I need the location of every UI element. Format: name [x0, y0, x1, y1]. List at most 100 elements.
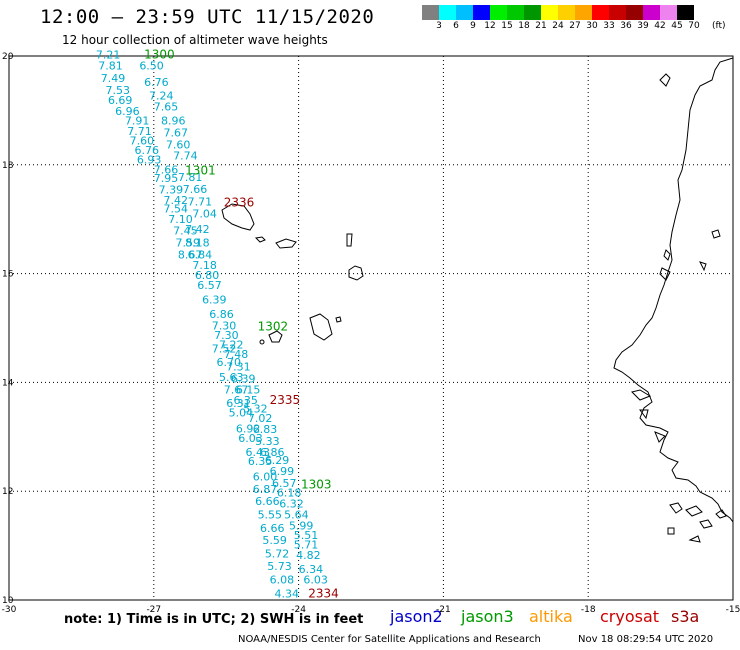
track-time-labels: 1300 1301 2336 1302 2335 1303 2334 [144, 48, 339, 601]
swh-value: 6.83 [253, 423, 278, 436]
swh-value: 6.69 [108, 94, 132, 107]
swh-value: 7.81 [178, 171, 203, 184]
legend-item-altika: altika [529, 607, 573, 626]
colorbar-label: 30 [586, 21, 598, 31]
swh-value: 7.52 [212, 342, 237, 355]
swh-value: 7.60 [166, 138, 191, 151]
swh-value: 5.55 [258, 508, 283, 521]
swh-value: 7.59 [176, 236, 201, 249]
swh-value: 6.92 [236, 422, 261, 435]
swh-value: 7.67 [163, 127, 188, 140]
swh-value: 6.76 [144, 76, 169, 89]
wave-height-colorbar: (ft) 3 6 9 12 15 18 21 24 27 30 33 36 39 42 45 70 [422, 5, 726, 32]
swh-value: 6.80 [195, 269, 220, 282]
track-time-label: 2335 [270, 393, 301, 407]
colorbar-swatch [592, 5, 609, 20]
swh-value: 6.96 [115, 105, 140, 118]
swh-value: 7.30 [212, 320, 237, 333]
swh-value: 7.66 [183, 183, 208, 196]
swh-value: 6.34 [299, 563, 324, 576]
swh-value: 6.86 [260, 446, 285, 459]
colorbar-swatches [422, 5, 694, 20]
swh-value: 5.32 [243, 402, 267, 415]
swh-value: 6.99 [270, 465, 295, 478]
swh-value: 8.67 [178, 248, 203, 261]
swh-value: 7.18 [192, 259, 217, 272]
swh-value: 7.67 [224, 383, 249, 396]
track-time-label: 2334 [308, 586, 339, 600]
swh-value: 6.76 [134, 144, 159, 157]
colorbar-swatch [490, 5, 507, 20]
track-time-label: 2336 [224, 196, 255, 210]
swh-value: 7.54 [163, 203, 188, 216]
colorbar-swatch [541, 5, 558, 20]
map-frame [8, 55, 734, 601]
swh-value: 5.63 [219, 371, 244, 384]
swh-value: 7.10 [168, 213, 193, 226]
y-tick-label: 18 [2, 161, 14, 171]
swh-value: 7.31 [226, 360, 251, 373]
swh-value: 6.87 [253, 483, 278, 496]
swh-value: 7.91 [125, 115, 150, 128]
track-time-label: 1300 [144, 48, 175, 62]
colorbar-swatch [422, 5, 439, 20]
colorbar-label: 21 [535, 21, 547, 31]
swh-value: 7.45 [173, 224, 198, 237]
credit-text: NOAA/NESDIS Center for Satellite Applica… [238, 634, 541, 645]
colorbar-swatch [558, 5, 575, 20]
map-title: 12:00 – 23:59 UTC 11/15/2020 [40, 6, 375, 28]
colorbar-swatch [473, 5, 490, 20]
colorbar-label: 45 [671, 21, 683, 31]
cape-verde-islands [221, 203, 364, 345]
swh-value: 7.24 [149, 90, 174, 103]
swh-value: 7.42 [185, 223, 210, 236]
legend-item-jason2: jason2 [390, 607, 443, 626]
swh-value: 7.71 [127, 125, 151, 138]
swh-value: 6.84 [188, 248, 213, 261]
colorbar-label: 27 [569, 21, 581, 31]
colorbar-unit: (ft) [712, 21, 726, 31]
swh-value: 6.31 [226, 397, 251, 410]
swh-value: 6.93 [137, 154, 162, 167]
swh-value: 6.29 [265, 454, 290, 467]
x-tick-label: -24 [291, 605, 306, 615]
colorbar-swatch [660, 5, 677, 20]
colorbar-label: 12 [484, 21, 496, 31]
swh-value: 6.00 [253, 470, 278, 483]
colorbar-swatch [643, 5, 660, 20]
legend-item-cryosat: cryosat [600, 607, 660, 626]
colorbar-label: 70 [688, 21, 700, 31]
footer-credit: NOAA/NESDIS Center for Satellite Applica… [238, 634, 713, 645]
swh-value: 7.42 [163, 194, 188, 207]
swh-value: 5.73 [267, 560, 292, 573]
swh-value: 8.96 [161, 115, 186, 128]
swh-value: 6.15 [236, 383, 261, 396]
legend-item-jason3: jason3 [461, 607, 514, 626]
swh-value: 6.32 [279, 498, 304, 511]
swh-value: 6.39 [202, 294, 227, 307]
swh-value: 5.72 [265, 548, 290, 561]
y-tick-label: 10 [2, 596, 14, 606]
swh-value: 6.50 [139, 60, 164, 73]
swh-value: 6.39 [231, 372, 256, 385]
swh-value: 7.53 [106, 84, 130, 97]
colorbar-swatch [524, 5, 541, 20]
swh-value: 7.02 [248, 412, 272, 425]
y-tick-label: 14 [2, 378, 14, 388]
colorbar-swatch [439, 5, 456, 20]
swh-value: 6.03 [238, 432, 263, 445]
swh-value: 7.39 [159, 184, 184, 197]
swh-value: 6.08 [270, 574, 295, 587]
swh-value: 5.04 [229, 407, 254, 420]
swh-value: 6.35 [248, 455, 272, 468]
swh-value: 6.57 [272, 477, 297, 490]
map-subtitle: 12 hour collection of altimeter wave hei… [62, 33, 328, 47]
colorbar-label: 18 [518, 21, 530, 31]
swh-value: 4.82 [296, 549, 321, 562]
swh-value: 8.18 [185, 236, 210, 249]
colorbar-label: 39 [637, 21, 649, 31]
swh-value: 6.86 [209, 308, 234, 321]
graticule [9, 56, 733, 600]
swh-value: 6.66 [255, 495, 280, 508]
